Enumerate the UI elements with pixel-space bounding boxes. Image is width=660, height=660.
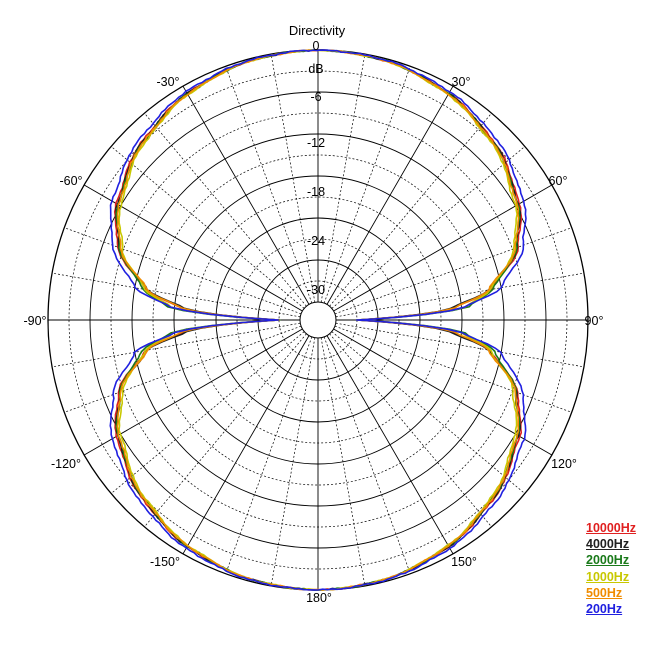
angle-tick-label: -120° <box>51 457 81 471</box>
grid-ring-major <box>257 259 379 381</box>
grid-ring-major <box>173 175 463 465</box>
grid-ring-minor <box>110 112 526 528</box>
angle-tick-label: -30° <box>156 75 179 89</box>
legend: 10000Hz 4000Hz 2000Hz 1000Hz 500Hz 200Hz <box>586 520 636 617</box>
polar-grid <box>47 49 589 591</box>
legend-entry: 1000Hz <box>586 569 630 584</box>
radial-tick-label: -30 <box>307 283 325 297</box>
angle-tick-label: 150° <box>451 555 477 569</box>
grid-ring-minor <box>194 196 442 444</box>
radial-tick-label: -12 <box>307 136 325 150</box>
grid-ring-major <box>131 133 505 507</box>
axis-labels: 0 -6 -12 -18 -24 -30 dB 30° 60° 90° 120° 150° 180° -1… <box>23 39 603 605</box>
angle-tick-label: 60° <box>549 174 568 188</box>
legend-entry: 200Hz <box>586 602 623 617</box>
grid-ring-major <box>89 91 547 549</box>
radial-tick-label: -6 <box>310 90 321 104</box>
radial-tick-label: 0 <box>313 39 320 53</box>
legend-entry: 4000Hz <box>586 537 630 552</box>
grid-inner-ring <box>299 301 337 339</box>
angle-tick-label: 180° <box>306 591 332 605</box>
legend-entry: 10000Hz <box>586 521 637 535</box>
radial-tick-label: -24 <box>307 234 325 248</box>
radial-unit-label: dB <box>308 62 323 76</box>
chart-title: Directivity <box>289 23 346 38</box>
legend-entry: 2000Hz <box>586 553 630 568</box>
angle-tick-label: -90° <box>23 314 46 328</box>
grid-ring-minor <box>152 154 484 486</box>
grid-ring-minor <box>68 70 568 570</box>
curve-200Hz <box>109 49 527 591</box>
angle-tick-label: 90° <box>585 314 604 328</box>
curves <box>109 49 527 591</box>
angle-tick-label: -60° <box>59 174 82 188</box>
legend-entry: 500Hz <box>586 585 623 600</box>
angle-tick-label: 120° <box>551 457 577 471</box>
angle-tick-label: -150° <box>150 555 180 569</box>
radial-tick-label: -18 <box>307 185 325 199</box>
grid-ring-minor <box>236 238 400 402</box>
grid-ring-major <box>215 217 421 423</box>
angle-tick-label: 30° <box>452 75 471 89</box>
